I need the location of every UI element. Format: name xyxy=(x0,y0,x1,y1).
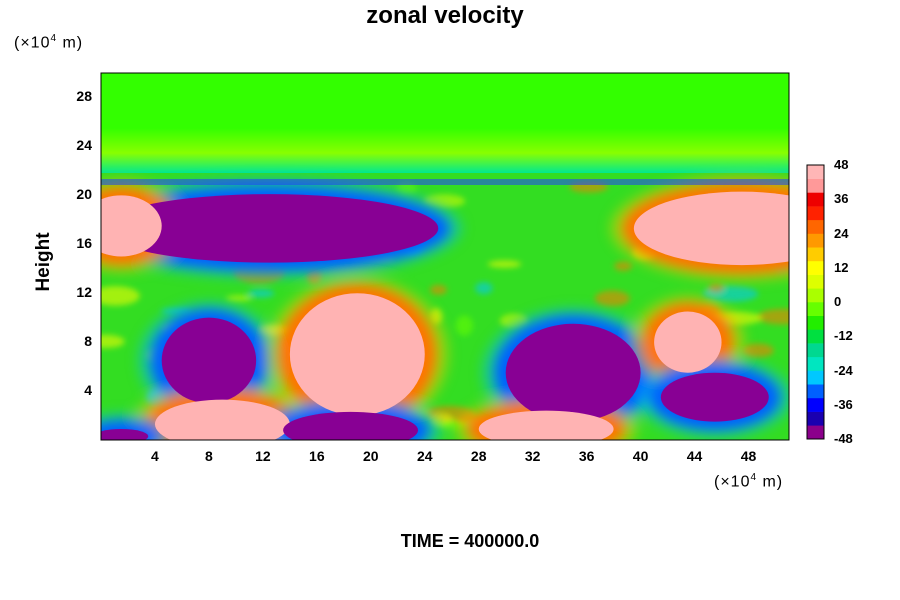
negative-jet-core xyxy=(101,194,439,263)
colorbar-segment xyxy=(807,274,824,289)
colorbar-segment xyxy=(807,192,824,207)
colorbar-tick-label: -24 xyxy=(834,362,853,378)
negative-jet-core xyxy=(660,372,769,422)
field-texture xyxy=(475,282,493,295)
y-unit-label: (×104 m) xyxy=(14,33,84,52)
x-tick-label: 16 xyxy=(309,448,325,464)
y-tick-label: 20 xyxy=(76,186,92,203)
x-tick-label: 44 xyxy=(686,448,703,464)
colorbar-segment xyxy=(807,356,824,371)
colorbar-segment xyxy=(807,411,824,426)
x-tick-label: 24 xyxy=(416,448,433,464)
colorbar-segment xyxy=(807,233,824,248)
x-tick-label: 12 xyxy=(255,448,271,464)
colorbar-tick-label: 12 xyxy=(834,259,849,275)
colorbar-segment xyxy=(807,206,824,221)
field-texture xyxy=(594,290,630,307)
field-texture xyxy=(101,334,125,348)
x-tick-label: 8 xyxy=(205,448,213,464)
x-tick-label: 48 xyxy=(740,448,757,464)
y-tick-label: 12 xyxy=(76,284,92,301)
positive-jet-core xyxy=(633,191,789,266)
field-texture xyxy=(487,260,522,268)
negative-jet-core xyxy=(101,428,149,440)
y-tick-label: 8 xyxy=(84,333,92,350)
x-tick-label: 32 xyxy=(524,448,541,464)
colorbar-segment xyxy=(807,260,824,275)
chart-title: zonal velocity xyxy=(366,2,524,29)
plot-frame xyxy=(100,72,790,441)
y-tick-label: 24 xyxy=(76,137,92,154)
x-tick-label: 36 xyxy=(578,448,595,464)
x-tick-label: 40 xyxy=(632,448,649,464)
colorbar-tick-label: -12 xyxy=(834,328,853,344)
positive-jet-core xyxy=(654,311,722,373)
negative-jet-core xyxy=(283,411,418,440)
field-texture xyxy=(396,182,417,195)
field-texture xyxy=(708,283,725,293)
tropopause-band xyxy=(101,179,789,185)
colorbar-tick-label: 0 xyxy=(834,294,842,309)
colorbar-segment xyxy=(807,329,824,344)
colorbar-segment xyxy=(807,370,824,385)
field-texture xyxy=(742,343,774,358)
colorbar-tick-label: 24 xyxy=(834,225,849,241)
colorbar-segment xyxy=(807,343,824,358)
field-texture xyxy=(101,286,140,306)
colorbar-tick-label: 36 xyxy=(834,191,849,207)
x-tick-label: 20 xyxy=(363,448,379,464)
x-unit-label: (×104 m) xyxy=(714,472,784,491)
colorbar-segment xyxy=(807,302,824,316)
colorbar-segment xyxy=(807,397,824,412)
y-tick-label: 16 xyxy=(76,235,92,252)
y-tick-label: 4 xyxy=(84,382,92,399)
colorbar-segment xyxy=(807,425,824,440)
field-texture xyxy=(225,295,252,302)
field-texture xyxy=(614,261,633,271)
colorbar-segment xyxy=(807,288,824,303)
upper-region xyxy=(101,73,789,173)
positive-jet-core xyxy=(478,410,614,440)
colorbar-segment xyxy=(807,165,824,179)
colorbar-segment xyxy=(807,247,824,262)
colorbar-tick-label: -48 xyxy=(834,431,853,446)
positive-jet-core xyxy=(289,293,425,416)
positive-jet-core xyxy=(101,195,162,257)
colorbar-segment xyxy=(807,178,824,193)
time-label: TIME = 400000.0 xyxy=(400,531,540,551)
colorbar-segment xyxy=(807,315,824,330)
positive-jet-core xyxy=(154,399,290,440)
negative-jet-core xyxy=(505,323,641,422)
colorbar-tick-label: 48 xyxy=(834,157,849,172)
field-texture xyxy=(247,289,275,298)
field-texture xyxy=(429,284,447,295)
y-tick-label: 28 xyxy=(76,88,92,105)
colorbar-segment xyxy=(807,219,824,234)
field-texture xyxy=(757,308,789,325)
colorbar-tick-label: -36 xyxy=(834,396,853,412)
x-tick-label: 4 xyxy=(151,448,159,464)
colorbar-frame xyxy=(806,164,825,440)
x-tick-label: 28 xyxy=(470,448,487,464)
colorbar-segment xyxy=(807,384,824,399)
field-texture xyxy=(455,315,474,336)
negative-jet-core xyxy=(161,317,257,404)
